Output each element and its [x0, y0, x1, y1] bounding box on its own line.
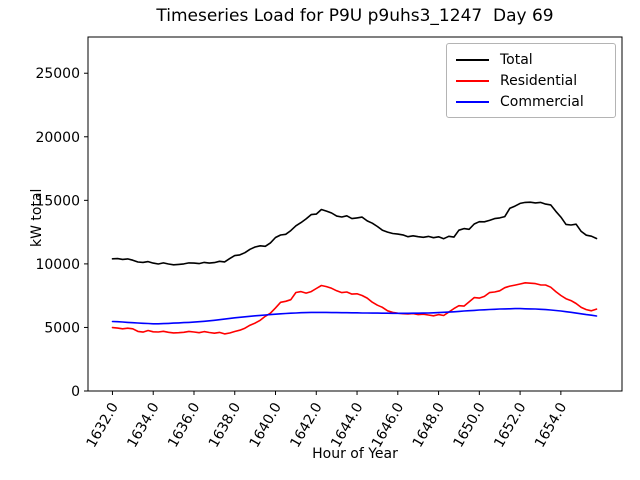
x-tick-label: 1654.0 — [532, 400, 570, 450]
residential-line — [111, 281, 598, 335]
legend-line-icon — [456, 79, 489, 82]
x-tick-label: 1632.0 — [84, 400, 122, 450]
y-tick-label: 10000 — [35, 257, 80, 273]
legend-label: Total — [500, 51, 533, 68]
legend-item-commercial: Commercial — [456, 91, 606, 112]
x-tick-label: 1644.0 — [328, 400, 366, 450]
x-tick-label: 1636.0 — [165, 400, 203, 450]
commercial-line — [111, 307, 598, 325]
y-tick-label: 25000 — [35, 66, 80, 82]
legend-line-icon — [456, 58, 489, 61]
y-tick-label: 15000 — [35, 193, 80, 209]
x-axis-label: Hour of Year — [312, 446, 398, 462]
x-tick-label: 1652.0 — [491, 400, 529, 450]
x-tick-label: 1642.0 — [287, 400, 325, 450]
x-tick-label: 1638.0 — [206, 400, 244, 450]
x-tick-label: 1650.0 — [450, 400, 488, 450]
legend-label: Commercial — [500, 93, 584, 110]
x-tick-label: 1646.0 — [369, 400, 407, 450]
x-tick-label: 1640.0 — [247, 400, 285, 450]
chart-title: Timeseries Load for P9U p9uhs3_1247 Day … — [156, 6, 554, 26]
x-tick-label: 1634.0 — [124, 400, 162, 450]
y-tick-label: 5000 — [44, 320, 80, 336]
total-line — [111, 201, 598, 266]
legend-label: Residential — [500, 72, 578, 89]
y-tick-label: 0 — [71, 384, 80, 400]
y-tick-label: 20000 — [35, 130, 80, 146]
axes-frame — [87, 36, 623, 392]
legend-line-icon — [456, 100, 489, 103]
x-tick-label: 1648.0 — [410, 400, 448, 450]
legend: Total Residential Commercial — [446, 43, 616, 118]
legend-item-total: Total — [456, 49, 606, 70]
legend-item-residential: Residential — [456, 70, 606, 91]
